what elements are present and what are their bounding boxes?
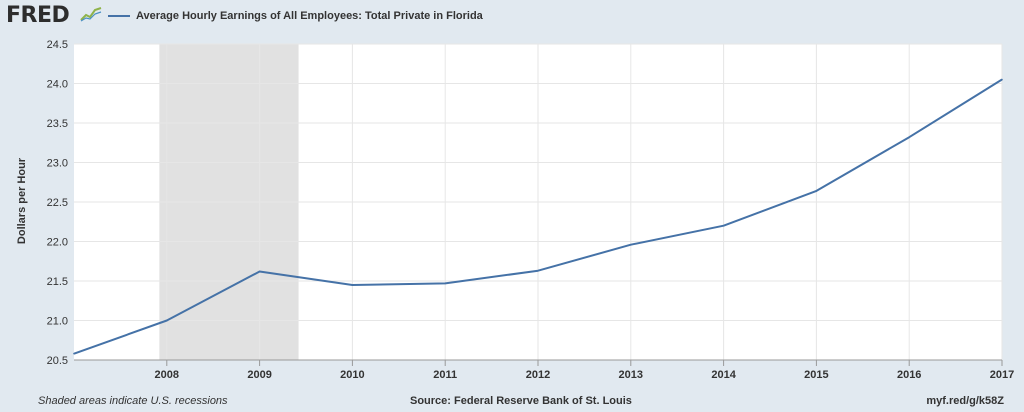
y-tick-label: 24.0 bbox=[47, 79, 68, 91]
x-tick-label: 2008 bbox=[155, 369, 179, 381]
x-tick-label: 2010 bbox=[340, 369, 364, 381]
y-tick-label: 22.5 bbox=[47, 197, 68, 209]
source-credit: Source: Federal Reserve Bank of St. Loui… bbox=[410, 395, 632, 407]
data-point bbox=[537, 269, 539, 272]
line-graph-icon bbox=[80, 6, 102, 22]
data-point bbox=[630, 243, 632, 246]
recession-note: Shaded areas indicate U.S. recessions bbox=[38, 395, 228, 407]
data-point bbox=[258, 270, 261, 273]
data-point bbox=[73, 352, 75, 355]
data-point bbox=[722, 224, 725, 227]
x-tick-label: 2014 bbox=[711, 369, 736, 381]
short-link[interactable]: myf.red/g/k58Z bbox=[926, 395, 1004, 407]
x-tick-label: 2015 bbox=[804, 369, 828, 381]
y-tick-label: 21.5 bbox=[47, 276, 68, 288]
chart-header: FRED Average Hourly Earnings of All Empl… bbox=[0, 0, 1024, 34]
fred-logo[interactable]: FRED bbox=[6, 3, 70, 28]
y-tick-label: 24.5 bbox=[47, 39, 68, 51]
data-point bbox=[1001, 78, 1003, 81]
x-tick-label: 2012 bbox=[526, 369, 550, 381]
chart-footer: Shaded areas indicate U.S. recessions So… bbox=[0, 394, 1024, 410]
x-tick-label: 2017 bbox=[990, 369, 1014, 381]
data-point bbox=[351, 284, 354, 286]
x-tick-label: 2016 bbox=[897, 369, 921, 381]
data-point bbox=[908, 136, 910, 139]
y-tick-label: 23.0 bbox=[47, 158, 68, 170]
y-tick-label: 21.0 bbox=[47, 316, 68, 328]
data-point bbox=[166, 319, 168, 322]
chart-legend[interactable]: Average Hourly Earnings of All Employees… bbox=[108, 10, 483, 22]
legend-series-label: Average Hourly Earnings of All Employees… bbox=[136, 10, 483, 22]
data-point bbox=[444, 282, 447, 285]
legend-swatch bbox=[108, 15, 130, 17]
y-tick-label: 22.0 bbox=[47, 237, 68, 249]
x-tick-label: 2013 bbox=[619, 369, 643, 381]
y-tick-label: 20.5 bbox=[47, 355, 68, 367]
x-tick-label: 2009 bbox=[247, 369, 271, 381]
data-point bbox=[815, 190, 818, 192]
x-tick-label: 2011 bbox=[433, 369, 457, 381]
y-tick-label: 23.5 bbox=[47, 118, 68, 130]
